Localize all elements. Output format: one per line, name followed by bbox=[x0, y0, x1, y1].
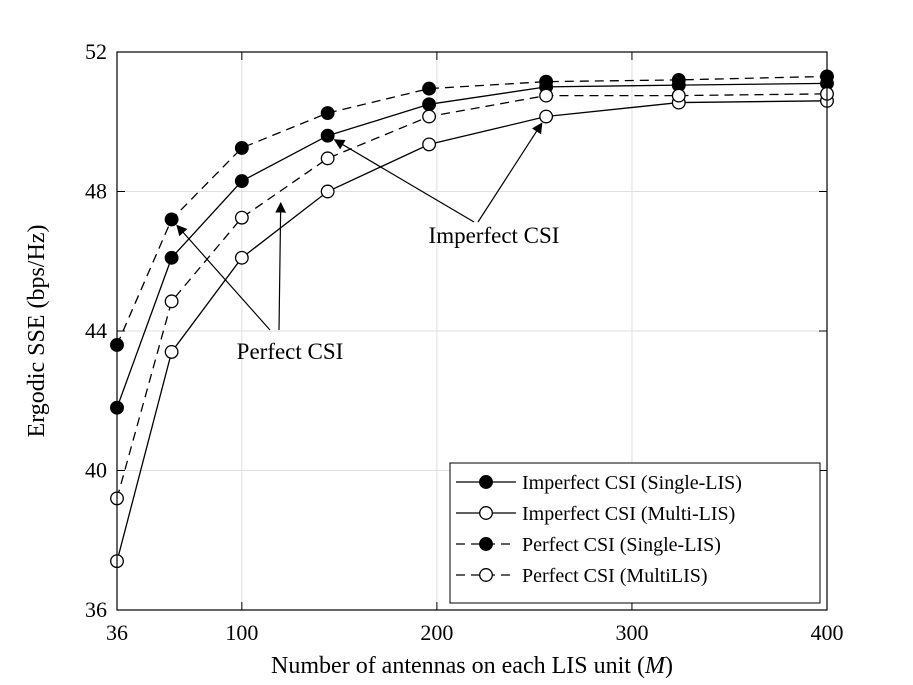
series-line-1 bbox=[116, 100, 828, 562]
annotation-0: Imperfect CSI bbox=[333, 122, 560, 248]
y-tick-label-0: 36 bbox=[85, 597, 107, 622]
series-line-2 bbox=[116, 75, 828, 346]
series-line-0 bbox=[116, 82, 828, 408]
x-axis-label: Number of antennas on each LIS unit (M) bbox=[271, 653, 673, 679]
annotation-arrow-0-0 bbox=[333, 139, 475, 223]
data-point-s2-4 bbox=[422, 81, 437, 96]
y-axis-label: Ergodic SSE (bps/Hz) bbox=[24, 225, 50, 438]
data-point-s2-2 bbox=[234, 140, 249, 155]
legend-label-0: Imperfect CSI (Single-LIS) bbox=[522, 472, 742, 494]
data-point-s0-4 bbox=[422, 97, 437, 112]
annotation-arrow-1-1 bbox=[275, 201, 287, 331]
x-axis-label-text: Number of antennas on each LIS unit bbox=[271, 653, 631, 679]
annotation-arrow-1-0 bbox=[176, 224, 271, 331]
data-point-s1-3 bbox=[320, 184, 335, 199]
x-axis-label-paren-open: ( bbox=[631, 653, 645, 679]
data-point-s1-1 bbox=[164, 344, 179, 359]
x-axis-label-paren-close: ) bbox=[665, 653, 673, 679]
y-tick-label-3: 48 bbox=[85, 179, 107, 204]
legend-swatch-marker-3 bbox=[479, 568, 493, 582]
x-tick-label-2: 200 bbox=[420, 620, 453, 645]
legend-swatch-marker-0 bbox=[479, 475, 493, 489]
legend-label-1: Imperfect CSI (Multi-LIS) bbox=[522, 503, 735, 525]
annotations: Imperfect CSI Perfect CSI bbox=[176, 122, 560, 364]
data-point-s3-4 bbox=[422, 109, 437, 124]
legend-entry-1: Imperfect CSI (Multi-LIS) bbox=[456, 503, 735, 525]
axes bbox=[116, 51, 828, 611]
data-point-s1-4 bbox=[422, 137, 437, 152]
annotation-1: Perfect CSI bbox=[176, 201, 344, 364]
y-tick-label-4: 52 bbox=[85, 39, 107, 64]
data-point-s2-3 bbox=[320, 106, 335, 120]
series-line-3 bbox=[116, 93, 828, 499]
x-tick-label-3: 300 bbox=[615, 620, 648, 645]
legend-entry-0: Imperfect CSI (Single-LIS) bbox=[456, 472, 742, 494]
series-3 bbox=[110, 86, 834, 506]
legend-entry-2: Perfect CSI (Single-LIS) bbox=[456, 534, 721, 556]
annotation-label-1: Perfect CSI bbox=[237, 339, 344, 364]
x-axis-label-var: M bbox=[644, 653, 667, 679]
legend-label-2: Perfect CSI (Single-LIS) bbox=[522, 534, 721, 556]
data-point-s0-1 bbox=[164, 250, 179, 265]
data-point-s3-6 bbox=[671, 88, 686, 103]
x-tick-label-0: 36 bbox=[106, 620, 128, 645]
data-point-s0-2 bbox=[234, 174, 249, 188]
x-tick-label-4: 400 bbox=[811, 620, 844, 645]
data-point-s3-3 bbox=[320, 151, 335, 166]
annotation-label-0: Imperfect CSI bbox=[429, 223, 560, 248]
data-point-s1-2 bbox=[234, 250, 249, 265]
data-point-s2-1 bbox=[164, 212, 179, 227]
data-point-s1-5 bbox=[539, 109, 554, 124]
x-tick-label-1: 100 bbox=[225, 620, 258, 645]
legend-entry-3: Perfect CSI (MultiLIS) bbox=[456, 565, 708, 587]
legend-box bbox=[449, 462, 821, 604]
data-point-s0-3 bbox=[320, 128, 335, 143]
y-tick-label-1: 40 bbox=[85, 458, 107, 483]
data-point-s2-5 bbox=[539, 74, 554, 89]
data-point-s3-1 bbox=[164, 294, 179, 309]
legend-swatch-marker-2 bbox=[479, 537, 493, 551]
data-point-s3-5 bbox=[539, 88, 554, 103]
tick-labels: 36 100 200 300 400 36 40 44 48 52 bbox=[85, 39, 844, 645]
data-point-s2-6 bbox=[671, 72, 686, 87]
data-point-s3-2 bbox=[234, 210, 249, 225]
legend-label-3: Perfect CSI (MultiLIS) bbox=[522, 565, 708, 587]
annotation-arrow-0-1 bbox=[477, 122, 543, 223]
legend-swatch-marker-1 bbox=[479, 506, 493, 520]
legend: Imperfect CSI (Single-LIS) Imperfect CSI … bbox=[449, 462, 821, 604]
y-tick-label-2: 44 bbox=[85, 318, 107, 343]
